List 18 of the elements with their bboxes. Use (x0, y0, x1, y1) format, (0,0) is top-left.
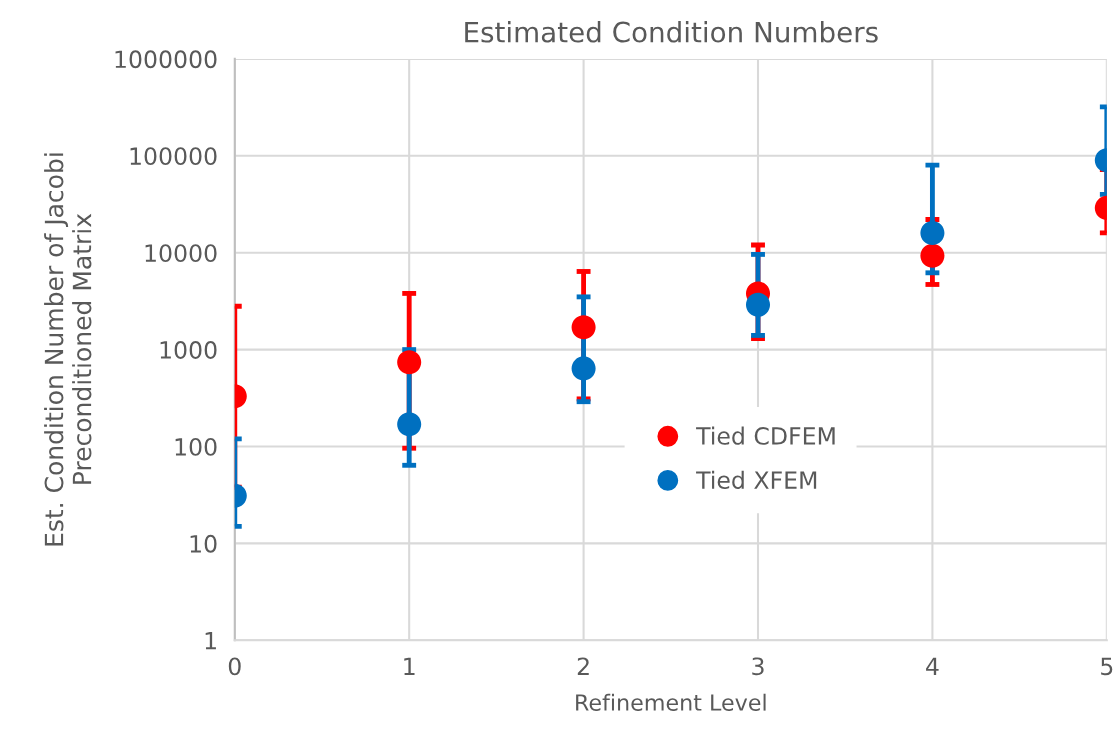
legend-label: Tied CDFEM (696, 426, 835, 445)
x-tick-label: 3 (752, 657, 764, 676)
y-tick-label: 10 (190, 534, 217, 553)
x-tick-label: 2 (577, 657, 589, 675)
chart-title: Estimated Condition Numbers (465, 21, 878, 43)
y-tick-label: 1000 (160, 341, 217, 359)
x-tick-label: 5 (1101, 657, 1113, 676)
x-axis-title: Refinement Level (576, 693, 766, 711)
x-tick-label: 0 (228, 657, 241, 676)
y-tick-label: 10000 (145, 244, 217, 262)
y-tick-label: 1 (205, 632, 216, 650)
y-tick-label: 100000 (130, 147, 217, 166)
y-tick-label: 1000000 (115, 50, 217, 69)
y-tick-label: 100 (175, 437, 217, 456)
x-tick-label: 4 (926, 657, 939, 675)
legend-label: Tied XFEM (696, 470, 817, 489)
x-tick-label: 1 (404, 657, 415, 675)
y-axis-title: Est. Condition Number of Jacobi Preconditioned Matrix (44, 153, 92, 546)
